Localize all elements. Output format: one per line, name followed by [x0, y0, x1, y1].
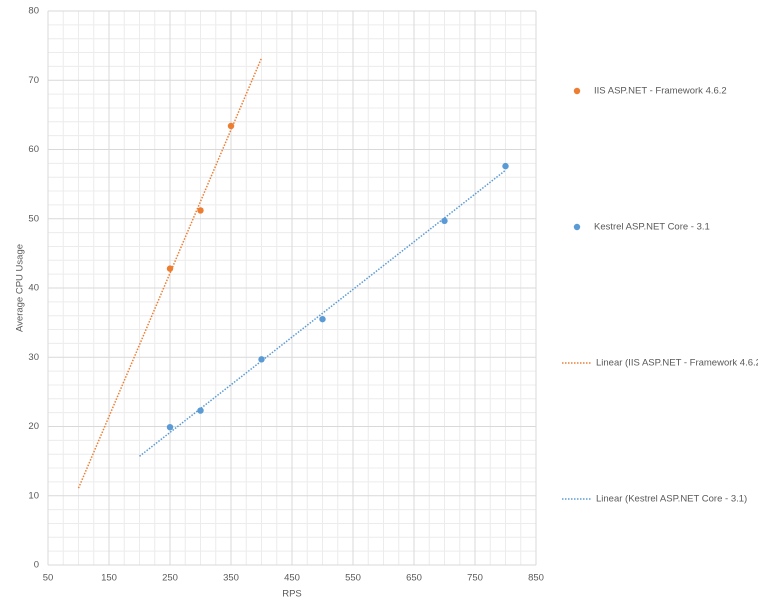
- x-tick-label: 850: [528, 573, 544, 584]
- x-tick-label: 50: [43, 573, 54, 584]
- data-point: [441, 217, 448, 225]
- y-tick-label: 30: [28, 352, 39, 363]
- data-point: [197, 207, 204, 214]
- x-tick-label: 650: [406, 573, 422, 584]
- y-tick-label: 70: [28, 75, 39, 86]
- data-point: [258, 356, 265, 363]
- x-axis-label: RPS: [282, 589, 302, 600]
- x-tick-label: 450: [284, 573, 300, 584]
- y-tick-label: 10: [28, 490, 39, 501]
- legend-marker: [573, 223, 581, 231]
- y-tick-label: 20: [28, 421, 39, 432]
- y-axis-label: Average CPU Usage: [15, 244, 26, 332]
- data-point: [502, 162, 509, 170]
- legend-label: Linear (IIS ASP.NET - Framework 4.6.2): [596, 358, 758, 369]
- x-tick-label: 150: [101, 573, 117, 584]
- trendline: [139, 169, 506, 457]
- y-tick-label: 60: [28, 144, 39, 155]
- x-tick-label: 350: [223, 573, 239, 584]
- y-tick-label: 0: [34, 560, 39, 571]
- data-point: [319, 315, 326, 323]
- y-tick-label: 40: [28, 283, 39, 294]
- data-point: [166, 423, 174, 431]
- y-tick-label: 80: [28, 6, 39, 17]
- legend-label: Linear (Kestrel ASP.NET Core - 3.1): [596, 494, 747, 505]
- x-tick-label: 250: [162, 573, 178, 584]
- data-point: [197, 407, 204, 414]
- legend-label: Kestrel ASP.NET Core - 3.1: [594, 222, 710, 233]
- legend-label: IIS ASP.NET - Framework 4.6.2: [594, 86, 727, 97]
- data-point: [227, 122, 235, 130]
- x-tick-label: 550: [345, 573, 361, 584]
- data-point: [166, 265, 174, 272]
- y-tick-label: 50: [28, 213, 39, 224]
- legend-marker: [573, 87, 581, 95]
- x-tick-label: 750: [467, 573, 483, 584]
